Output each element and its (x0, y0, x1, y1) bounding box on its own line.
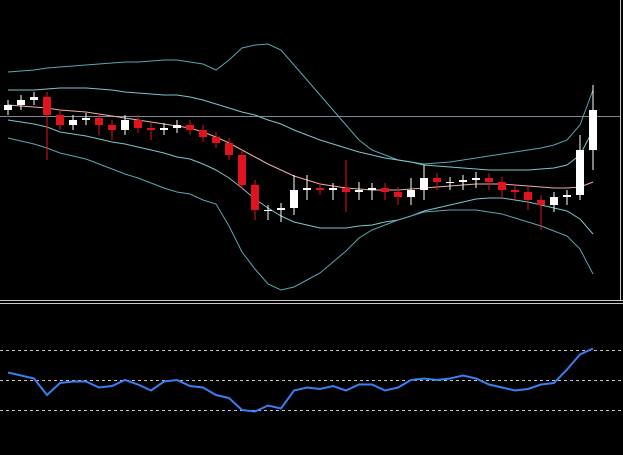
price-pane (0, 43, 620, 291)
candle-body (264, 210, 272, 211)
candle-body (433, 178, 441, 182)
candle-body (82, 118, 90, 120)
candle-body (56, 115, 64, 125)
candle-body (407, 190, 415, 197)
band-line (7, 43, 594, 165)
candle-body (160, 128, 168, 130)
candle-body (17, 100, 25, 105)
candle-body (550, 197, 558, 205)
candle-body (4, 105, 12, 110)
candle-body (173, 125, 181, 128)
band-line (8, 87, 594, 171)
candle-body (511, 190, 519, 192)
candle-body (238, 155, 246, 185)
candle-body (316, 188, 324, 190)
candle-body (121, 120, 129, 130)
candle-body (225, 143, 233, 155)
candle-body (446, 182, 454, 183)
candle-body (69, 120, 77, 125)
candle-body (212, 137, 220, 143)
candle-body (394, 192, 402, 197)
candle-body (342, 188, 350, 192)
band-line (7, 137, 594, 291)
candle-body (199, 130, 207, 137)
candle-body (134, 120, 142, 128)
band-line (7, 119, 594, 235)
candle-body (368, 188, 376, 190)
candle-body (472, 178, 480, 180)
band-line (7, 104, 594, 191)
candle-body (251, 185, 259, 210)
candle-body (186, 125, 194, 130)
candle-body (290, 190, 298, 208)
candle-body (147, 128, 155, 130)
candle-body (420, 178, 428, 190)
candle-body (537, 200, 545, 205)
candle-body (95, 118, 103, 125)
oscillator-line (7, 347, 594, 413)
candle-body (329, 188, 337, 190)
candle-body (30, 97, 38, 100)
candle-body (563, 195, 571, 197)
candle-body (355, 190, 363, 192)
candle-body (381, 188, 389, 192)
candle-body (498, 182, 506, 190)
candle-body (459, 180, 467, 182)
candle-body (43, 97, 51, 115)
candle-body (277, 208, 285, 210)
candle-body (303, 188, 311, 190)
candle-body (485, 178, 493, 182)
oscillator-pane (0, 347, 623, 413)
candle-body (524, 192, 532, 200)
candle-body (108, 125, 116, 130)
candle-body (576, 150, 584, 195)
candle-body (589, 110, 597, 150)
